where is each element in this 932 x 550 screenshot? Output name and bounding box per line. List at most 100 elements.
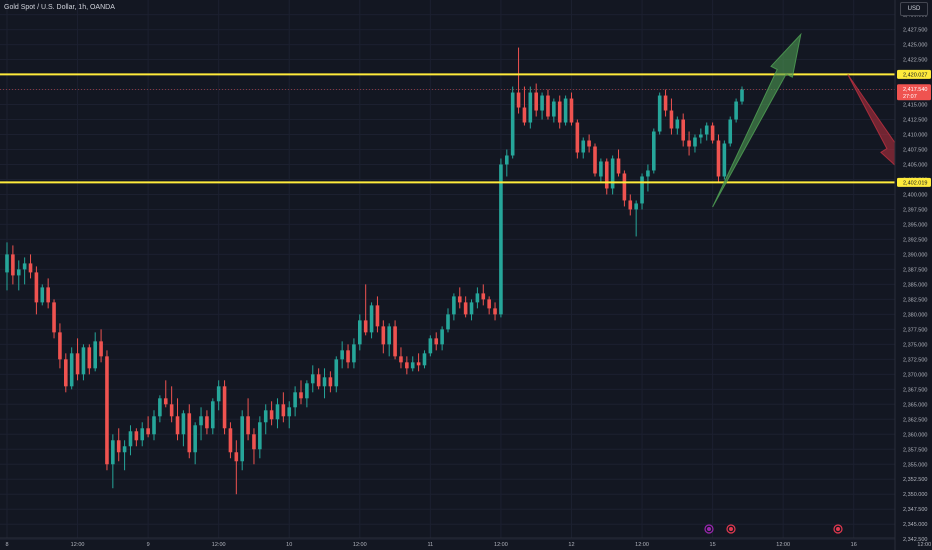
candle-body [263, 410, 268, 423]
candle-body [228, 428, 233, 453]
candle-body [399, 356, 403, 363]
candle-body [81, 347, 86, 375]
candle-body [234, 452, 239, 462]
price-tick-label: 2,352.500 [903, 477, 927, 483]
candle-body [663, 95, 668, 111]
time-tick-label: 12 [568, 542, 574, 548]
candle-body [122, 446, 127, 453]
candle-body [305, 383, 309, 399]
candle-body [587, 140, 591, 147]
candle-body [163, 398, 168, 405]
price-tick-label: 2,357.500 [903, 447, 927, 453]
candle-body [422, 353, 427, 366]
candle-body [64, 359, 68, 387]
candle-body [75, 353, 80, 375]
candle-body [193, 425, 197, 453]
price-tick-label: 2,380.000 [903, 312, 927, 318]
candle-body [410, 362, 415, 369]
candle-body [487, 299, 491, 309]
level-price-label: 2,420.027 [903, 72, 927, 78]
candle-body [58, 332, 62, 360]
candle-body [534, 92, 538, 111]
candle-body [734, 101, 738, 120]
candle-body [428, 338, 433, 354]
time-tick-label: 12:00 [917, 542, 931, 548]
currency-button[interactable]: USD [900, 2, 928, 16]
candle-body [446, 314, 450, 330]
price-tick-label: 2,392.500 [903, 237, 927, 243]
candle-body [610, 158, 615, 189]
candle-body [528, 92, 533, 123]
candle-body [510, 92, 515, 156]
candle-body [99, 341, 103, 357]
chart-title: Gold Spot / U.S. Dollar, 1h, OANDA [4, 4, 115, 11]
candle-body [252, 434, 256, 450]
projection-arrow-up [712, 32, 802, 208]
candle-body [310, 374, 315, 384]
time-tick-label: 8 [5, 542, 8, 548]
candle-body [722, 143, 727, 177]
candle-body [216, 386, 221, 402]
price-tick-label: 2,422.500 [903, 58, 927, 64]
time-tick-label: 12:00 [353, 542, 367, 548]
candle-body [322, 377, 327, 387]
candle-body [516, 92, 521, 108]
candle-body [693, 137, 697, 147]
candle-body [469, 302, 474, 315]
price-tick-label: 2,397.500 [903, 207, 927, 213]
candle-body [387, 326, 391, 345]
candle-body [369, 305, 374, 333]
candle-body [716, 140, 721, 177]
candle-body [328, 377, 333, 387]
candle-body [275, 404, 280, 420]
candle-body [499, 164, 503, 315]
candle-body [134, 431, 139, 441]
price-tick-label: 2,347.500 [903, 507, 927, 513]
candle-body [740, 89, 744, 102]
price-tick-label: 2,345.000 [903, 522, 927, 528]
price-tick-label: 2,370.000 [903, 372, 927, 378]
time-tick-label: 10 [286, 542, 292, 548]
candle-body [181, 413, 186, 435]
candle-body [681, 119, 685, 141]
candle-body [646, 170, 650, 177]
price-tick-label: 2,387.500 [903, 267, 927, 273]
candle-body [522, 107, 527, 123]
candle-body [87, 347, 92, 369]
candle-body [316, 374, 321, 387]
candle-body [169, 404, 174, 417]
price-tick-label: 2,342.500 [903, 537, 927, 543]
last-price-tag [897, 84, 931, 101]
price-tick-label: 2,350.000 [903, 492, 927, 498]
candle-body [704, 125, 709, 135]
candle-body [463, 302, 468, 315]
candle-body [405, 362, 409, 369]
candle-body [699, 134, 703, 138]
time-tick-label: 16 [851, 542, 857, 548]
level-price-tag [897, 177, 931, 187]
price-tick-label: 2,367.500 [903, 387, 927, 393]
time-tick-label: 12:00 [71, 542, 85, 548]
candle-body [258, 422, 262, 450]
time-tick-label: 9 [147, 542, 150, 548]
level-price-tag [897, 69, 931, 79]
candle-body [269, 410, 274, 420]
candle-body [240, 416, 244, 462]
candle-body [634, 203, 638, 210]
candle-body [505, 155, 509, 165]
candle-body [493, 308, 497, 315]
price-tick-label: 2,405.000 [903, 162, 927, 168]
price-tick-label: 2,415.000 [903, 103, 927, 109]
candle-body [293, 392, 297, 408]
candle-body [710, 125, 715, 141]
candle-body [340, 350, 344, 360]
candle-body [358, 320, 362, 345]
candle-body [546, 95, 550, 117]
candle-body [158, 398, 162, 417]
candle-body [581, 140, 586, 153]
time-tick-label: 11 [428, 542, 434, 548]
price-tick-label: 2,427.500 [903, 28, 927, 34]
candle-body [381, 326, 386, 345]
level-price-label: 2,402.019 [903, 180, 927, 186]
